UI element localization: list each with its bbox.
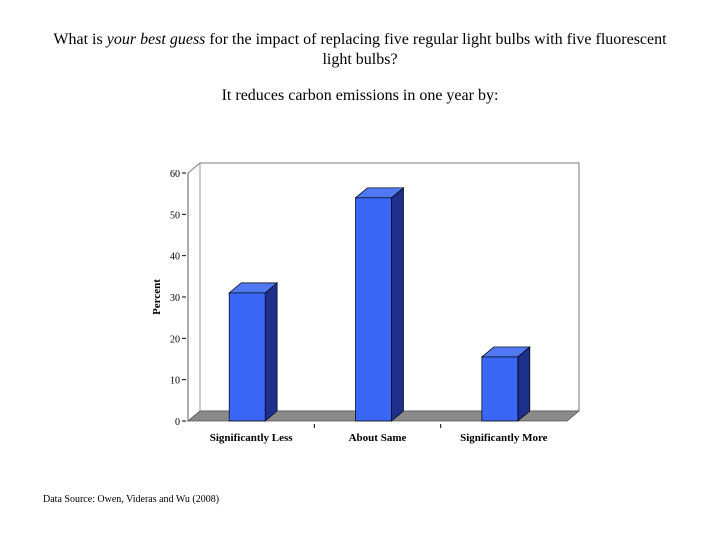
bar [481, 356, 519, 422]
bar [355, 197, 392, 422]
y-tick-label: 0 [175, 417, 180, 428]
y-tick-label: 40 [170, 252, 180, 263]
bar-side [517, 346, 531, 422]
y-tick-label: 30 [170, 293, 180, 304]
bar-side [264, 282, 278, 422]
question-text: What is your best guess for the impact o… [40, 30, 680, 70]
x-category-label: About Same [349, 432, 407, 444]
y-tick-label: 10 [170, 376, 180, 387]
y-axis-label: Percent [151, 279, 163, 315]
question-emphasis: your best guess [106, 31, 206, 48]
subquestion-text: It reduces carbon emissions in one year … [221, 87, 499, 104]
data-source-note: Data Source: Owen, Videras and Wu (2008) [43, 494, 220, 505]
x-category-label: Significantly Less [210, 432, 294, 444]
question-prefix: What is [53, 31, 107, 48]
y-tick-label: 50 [170, 210, 180, 221]
bar-side [391, 187, 404, 422]
y-tick-label: 60 [170, 169, 180, 180]
bar [228, 292, 266, 422]
x-category-label: Significantly More [460, 432, 548, 444]
y-tick-label: 20 [170, 334, 180, 345]
question-suffix: for the impact of replacing five regular… [205, 31, 667, 68]
